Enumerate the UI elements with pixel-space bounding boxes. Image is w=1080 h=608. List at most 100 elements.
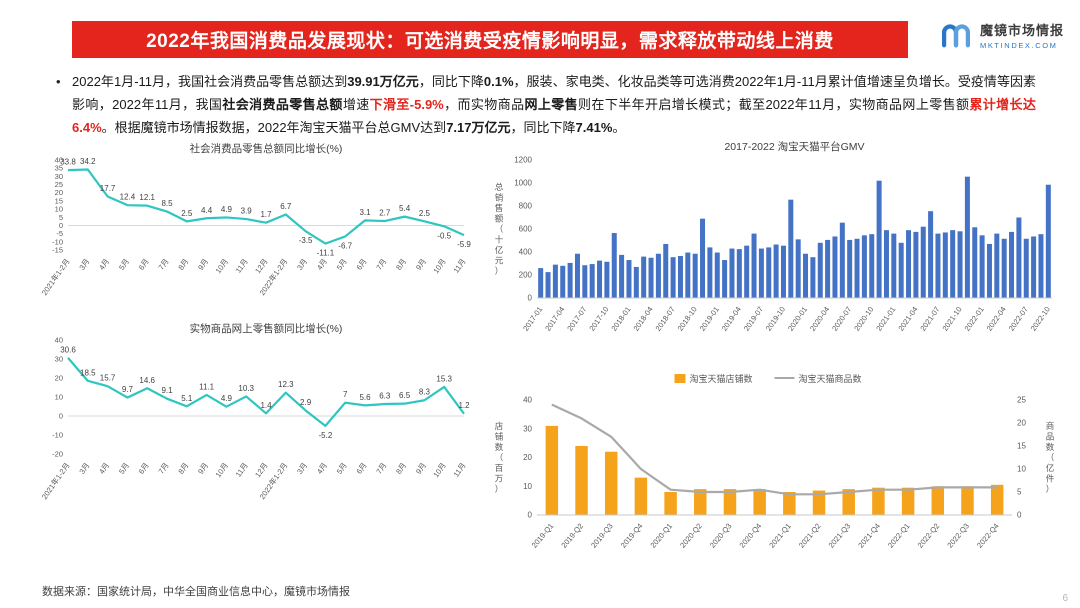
- svg-text:9月: 9月: [196, 257, 210, 272]
- svg-text:800: 800: [519, 202, 533, 211]
- svg-text:5.6: 5.6: [359, 393, 371, 402]
- svg-text:0: 0: [528, 511, 533, 520]
- text-run: 网上零售: [524, 97, 579, 112]
- text-run: ，同比下降: [510, 120, 576, 135]
- text-run: 0.1%: [483, 74, 514, 89]
- svg-text:6月: 6月: [137, 461, 151, 476]
- svg-text:8月: 8月: [394, 461, 408, 476]
- svg-text:10.3: 10.3: [238, 384, 254, 393]
- svg-text:-15: -15: [52, 246, 63, 255]
- svg-text:2021-10: 2021-10: [941, 305, 964, 333]
- svg-text:9.1: 9.1: [161, 386, 173, 395]
- svg-text:8.3: 8.3: [419, 388, 431, 397]
- svg-text:4月: 4月: [97, 257, 111, 272]
- logo-m-icon: [941, 24, 971, 48]
- svg-text:10: 10: [523, 482, 532, 491]
- svg-text:11月: 11月: [451, 461, 467, 479]
- brand-logo: 魔镜市场情报 MKTINDEX.COM: [939, 18, 1064, 52]
- svg-text:6月: 6月: [355, 461, 369, 476]
- svg-text:6月: 6月: [355, 257, 369, 272]
- svg-text:40: 40: [55, 336, 63, 345]
- svg-text:4.9: 4.9: [221, 205, 233, 214]
- svg-text:2021年1-2月: 2021年1-2月: [39, 256, 72, 297]
- svg-text:2020-10: 2020-10: [852, 305, 875, 333]
- svg-text:10月: 10月: [431, 257, 447, 275]
- svg-text:10: 10: [55, 205, 63, 214]
- svg-text:10: 10: [55, 393, 63, 402]
- svg-text:0: 0: [1017, 511, 1022, 520]
- svg-text:-11.1: -11.1: [317, 249, 335, 258]
- svg-text:15: 15: [1017, 442, 1026, 451]
- svg-text:7月: 7月: [374, 461, 388, 476]
- svg-text:8月: 8月: [176, 461, 190, 476]
- svg-text:3月: 3月: [295, 461, 309, 476]
- svg-text:2019-Q1: 2019-Q1: [530, 522, 556, 550]
- svg-text:商品数（亿件）: 商品数（亿件）: [1046, 421, 1055, 494]
- retail-total-growth-line-chart: 社会消费品零售总额同比增长(%) -15-10-50510152025303540…: [39, 142, 471, 297]
- svg-text:4月: 4月: [315, 257, 329, 272]
- svg-text:9月: 9月: [196, 461, 210, 476]
- text-run: 增速: [342, 97, 370, 112]
- svg-text:35: 35: [55, 164, 63, 173]
- chart-retail-total-growth: 社会消费品零售总额同比增长(%) -15 -10 -5 0 5 10 15 20 25 30 35 40…: [30, 140, 480, 312]
- svg-text:2.7: 2.7: [379, 209, 391, 218]
- text-run: ，同比下降: [418, 74, 484, 89]
- svg-text:25: 25: [55, 180, 63, 189]
- text-run: ，服装、家电类、化妆品类等可选消费2022年1月-11月累计值增速呈负增长。受疫…: [72, 74, 1036, 112]
- svg-text:400: 400: [519, 248, 533, 257]
- svg-text:-6.7: -6.7: [338, 241, 352, 250]
- svg-text:30: 30: [55, 172, 63, 181]
- svg-text:淘宝天猫商品数: 淘宝天猫商品数: [799, 373, 862, 384]
- svg-text:0: 0: [528, 294, 533, 303]
- svg-text:3.1: 3.1: [359, 208, 371, 217]
- svg-text:2.5: 2.5: [181, 209, 193, 218]
- svg-text:10月: 10月: [431, 461, 447, 479]
- svg-text:12.3: 12.3: [278, 380, 294, 389]
- data-source-note: 数据来源：国家统计局，中华全国商业信息中心，魔镜市场情报: [42, 586, 350, 598]
- svg-text:2019-Q3: 2019-Q3: [589, 522, 615, 550]
- chart-taobao-tmall-gmv: 2017-2022 淘宝天猫平台GMV 0 200 400 600 800 1000 1200…: [487, 138, 1062, 366]
- svg-text:1.7: 1.7: [260, 210, 272, 219]
- svg-text:0: 0: [59, 221, 63, 230]
- svg-text:-3.5: -3.5: [299, 236, 313, 245]
- svg-text:-5: -5: [56, 229, 63, 238]
- svg-text:40: 40: [523, 396, 532, 405]
- text-run: 。: [612, 120, 626, 135]
- svg-text:4月: 4月: [315, 461, 329, 476]
- svg-text:20: 20: [55, 374, 63, 383]
- svg-text:-5.2: -5.2: [319, 431, 333, 440]
- svg-text:2022-Q1: 2022-Q1: [886, 522, 912, 550]
- bullet-marker: •: [56, 74, 61, 89]
- svg-text:8月: 8月: [394, 257, 408, 272]
- svg-text:2019-Q2: 2019-Q2: [559, 522, 585, 550]
- text-run: 2022年1月-11月，我国社会消费品零售总额达到: [72, 74, 348, 89]
- svg-text:2022-Q4: 2022-Q4: [975, 522, 1001, 550]
- brand-domain: MKTINDEX.COM: [979, 41, 1058, 50]
- svg-text:2022-10: 2022-10: [1029, 305, 1052, 333]
- svg-text:15.7: 15.7: [100, 374, 116, 383]
- svg-text:11月: 11月: [234, 461, 250, 479]
- svg-text:-10: -10: [52, 431, 63, 440]
- svg-text:2022-Q2: 2022-Q2: [916, 522, 942, 550]
- svg-text:3月: 3月: [295, 257, 309, 272]
- shops-products-combo-chart: 淘宝天猫店铺数 淘宝天猫商品数 0 10 20 30 40 0 5 10 15 20 25 店铺数（百万）…: [495, 373, 1055, 550]
- svg-text:14.6: 14.6: [139, 376, 155, 385]
- svg-text:6月: 6月: [137, 257, 151, 272]
- svg-text:8月: 8月: [176, 257, 190, 272]
- svg-text:社会消费品零售总额同比增长(%): 社会消费品零售总额同比增长(%): [190, 142, 343, 155]
- svg-text:11月: 11月: [234, 257, 250, 275]
- svg-text:2019-01: 2019-01: [698, 305, 721, 333]
- svg-text:4月: 4月: [97, 461, 111, 476]
- svg-text:2019-10: 2019-10: [764, 305, 787, 333]
- svg-text:1000: 1000: [514, 179, 532, 188]
- logo-text: 魔镜市场情报 MKTINDEX.COM: [980, 20, 1064, 50]
- svg-text:2017-2022 淘宝天猫平台GMV: 2017-2022 淘宝天猫平台GMV: [724, 140, 864, 153]
- svg-text:200: 200: [519, 271, 533, 280]
- text-run: 39.91万亿元: [347, 74, 419, 89]
- svg-text:5: 5: [1017, 488, 1022, 497]
- svg-text:2019-04: 2019-04: [720, 305, 743, 333]
- page-number: 6: [1062, 593, 1068, 604]
- svg-text:34.2: 34.2: [80, 157, 96, 166]
